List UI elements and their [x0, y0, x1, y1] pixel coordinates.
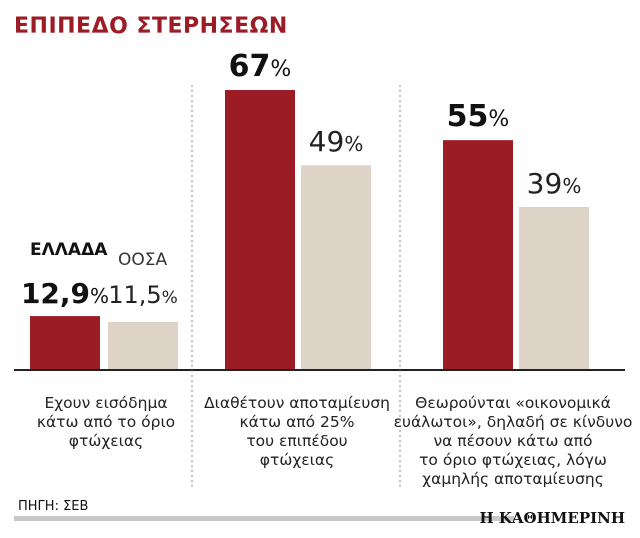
value-label-oecd-3: 39% — [527, 167, 582, 200]
chart-title: ΕΠΙΠΕΔΟ ΣΤΕΡΗΣΕΩΝ — [14, 14, 288, 39]
bar-oecd-2 — [301, 165, 371, 370]
bar-oecd-1 — [108, 321, 178, 370]
legend-greece: ΕΛΛΑΔΑ — [30, 240, 108, 260]
category-labels: Εχουν εισόδημα κάτω από το όριο φτώχειας Δι… — [37, 394, 633, 488]
value-label-greece-2: 67% — [229, 49, 292, 84]
source-note: ΠΗΓΗ: ΣΕΒ — [18, 499, 88, 514]
value-label-oecd-1: 11,5% — [108, 281, 178, 309]
legend-oecd: ΟΟΣΑ — [118, 250, 168, 270]
bar-oecd-3 — [519, 207, 589, 370]
bar-greece-2 — [225, 90, 295, 370]
value-label-oecd-2: 49% — [309, 125, 364, 158]
bar-greece-1 — [30, 316, 100, 370]
category-label-2: Διαθέτουν αποταμίευση κάτω από 25% του επι… — [204, 394, 390, 469]
value-label-greece-3: 55% — [447, 99, 510, 134]
brand-logo: Η ΚΑΘΗΜΕΡΙΝΗ — [479, 509, 625, 527]
value-label-greece-1: 12,9% — [21, 277, 109, 310]
category-label-1: Εχουν εισόδημα κάτω από το όριο φτώχειας — [37, 394, 175, 450]
footer-rule — [14, 516, 514, 521]
chart-marks: 12,9% 67% 55% 11,5% 49% 39% — [21, 49, 589, 370]
category-label-3: Θεωρούνται «οικονομικά ευάλωτοι», δηλαδή … — [394, 394, 633, 488]
bar-greece-3 — [443, 140, 513, 370]
